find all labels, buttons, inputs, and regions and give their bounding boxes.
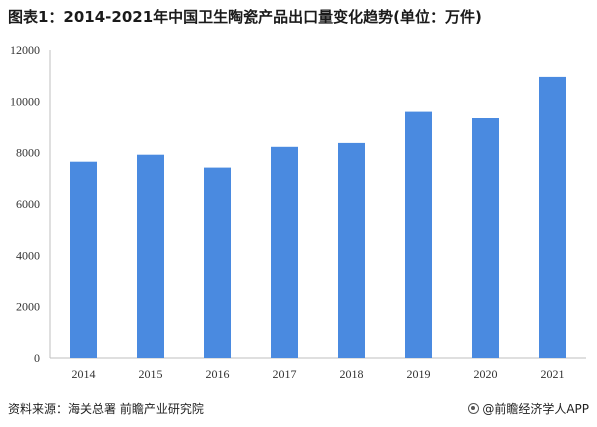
x-tick-label: 2021 (541, 367, 565, 381)
y-tick-label: 0 (34, 351, 40, 365)
y-tick-label: 4000 (16, 248, 40, 262)
x-tick-label: 2019 (407, 367, 431, 381)
bar-2019 (405, 111, 432, 358)
bars (70, 76, 566, 359)
x-tick-label: 2018 (340, 367, 364, 381)
bar-2017 (271, 146, 298, 358)
y-tick-label: 6000 (16, 197, 40, 211)
bar-2020 (472, 118, 499, 358)
bar-2021 (539, 76, 566, 359)
x-axis: 2014 2015 2016 2017 2018 2019 2020 2021 (50, 357, 586, 381)
bar-2014 (70, 161, 97, 358)
bar-2015 (137, 154, 164, 358)
x-tick-label: 2015 (139, 367, 163, 381)
x-tick-label: 2017 (273, 367, 297, 381)
source-note: 资料来源：海关总署 前瞻产业研究院 (8, 402, 204, 416)
brand-credit: @前瞻经济学人APP (468, 400, 589, 417)
bar-2018 (338, 142, 365, 358)
x-tick-label: 2016 (206, 367, 230, 381)
y-tick-label: 12000 (10, 43, 40, 57)
bar-2016 (204, 167, 231, 358)
brand-credit-label: @前瞻经济学人APP (482, 402, 589, 416)
x-tick-label: 2014 (72, 367, 96, 381)
bar-chart: 0 2000 4000 6000 8000 10000 12000 2014 2015 2016… (10, 43, 586, 381)
x-tick-label: 2020 (474, 367, 498, 381)
brand-logo-icon (468, 403, 480, 414)
y-tick-label: 10000 (10, 94, 40, 108)
y-axis: 0 2000 4000 6000 8000 10000 12000 (10, 43, 51, 365)
y-tick-label: 2000 (16, 300, 40, 314)
chart-title: 图表1：2014-2021年中国卫生陶瓷产品出口量变化趋势(单位：万件) (8, 8, 482, 26)
y-tick-label: 8000 (16, 146, 40, 160)
